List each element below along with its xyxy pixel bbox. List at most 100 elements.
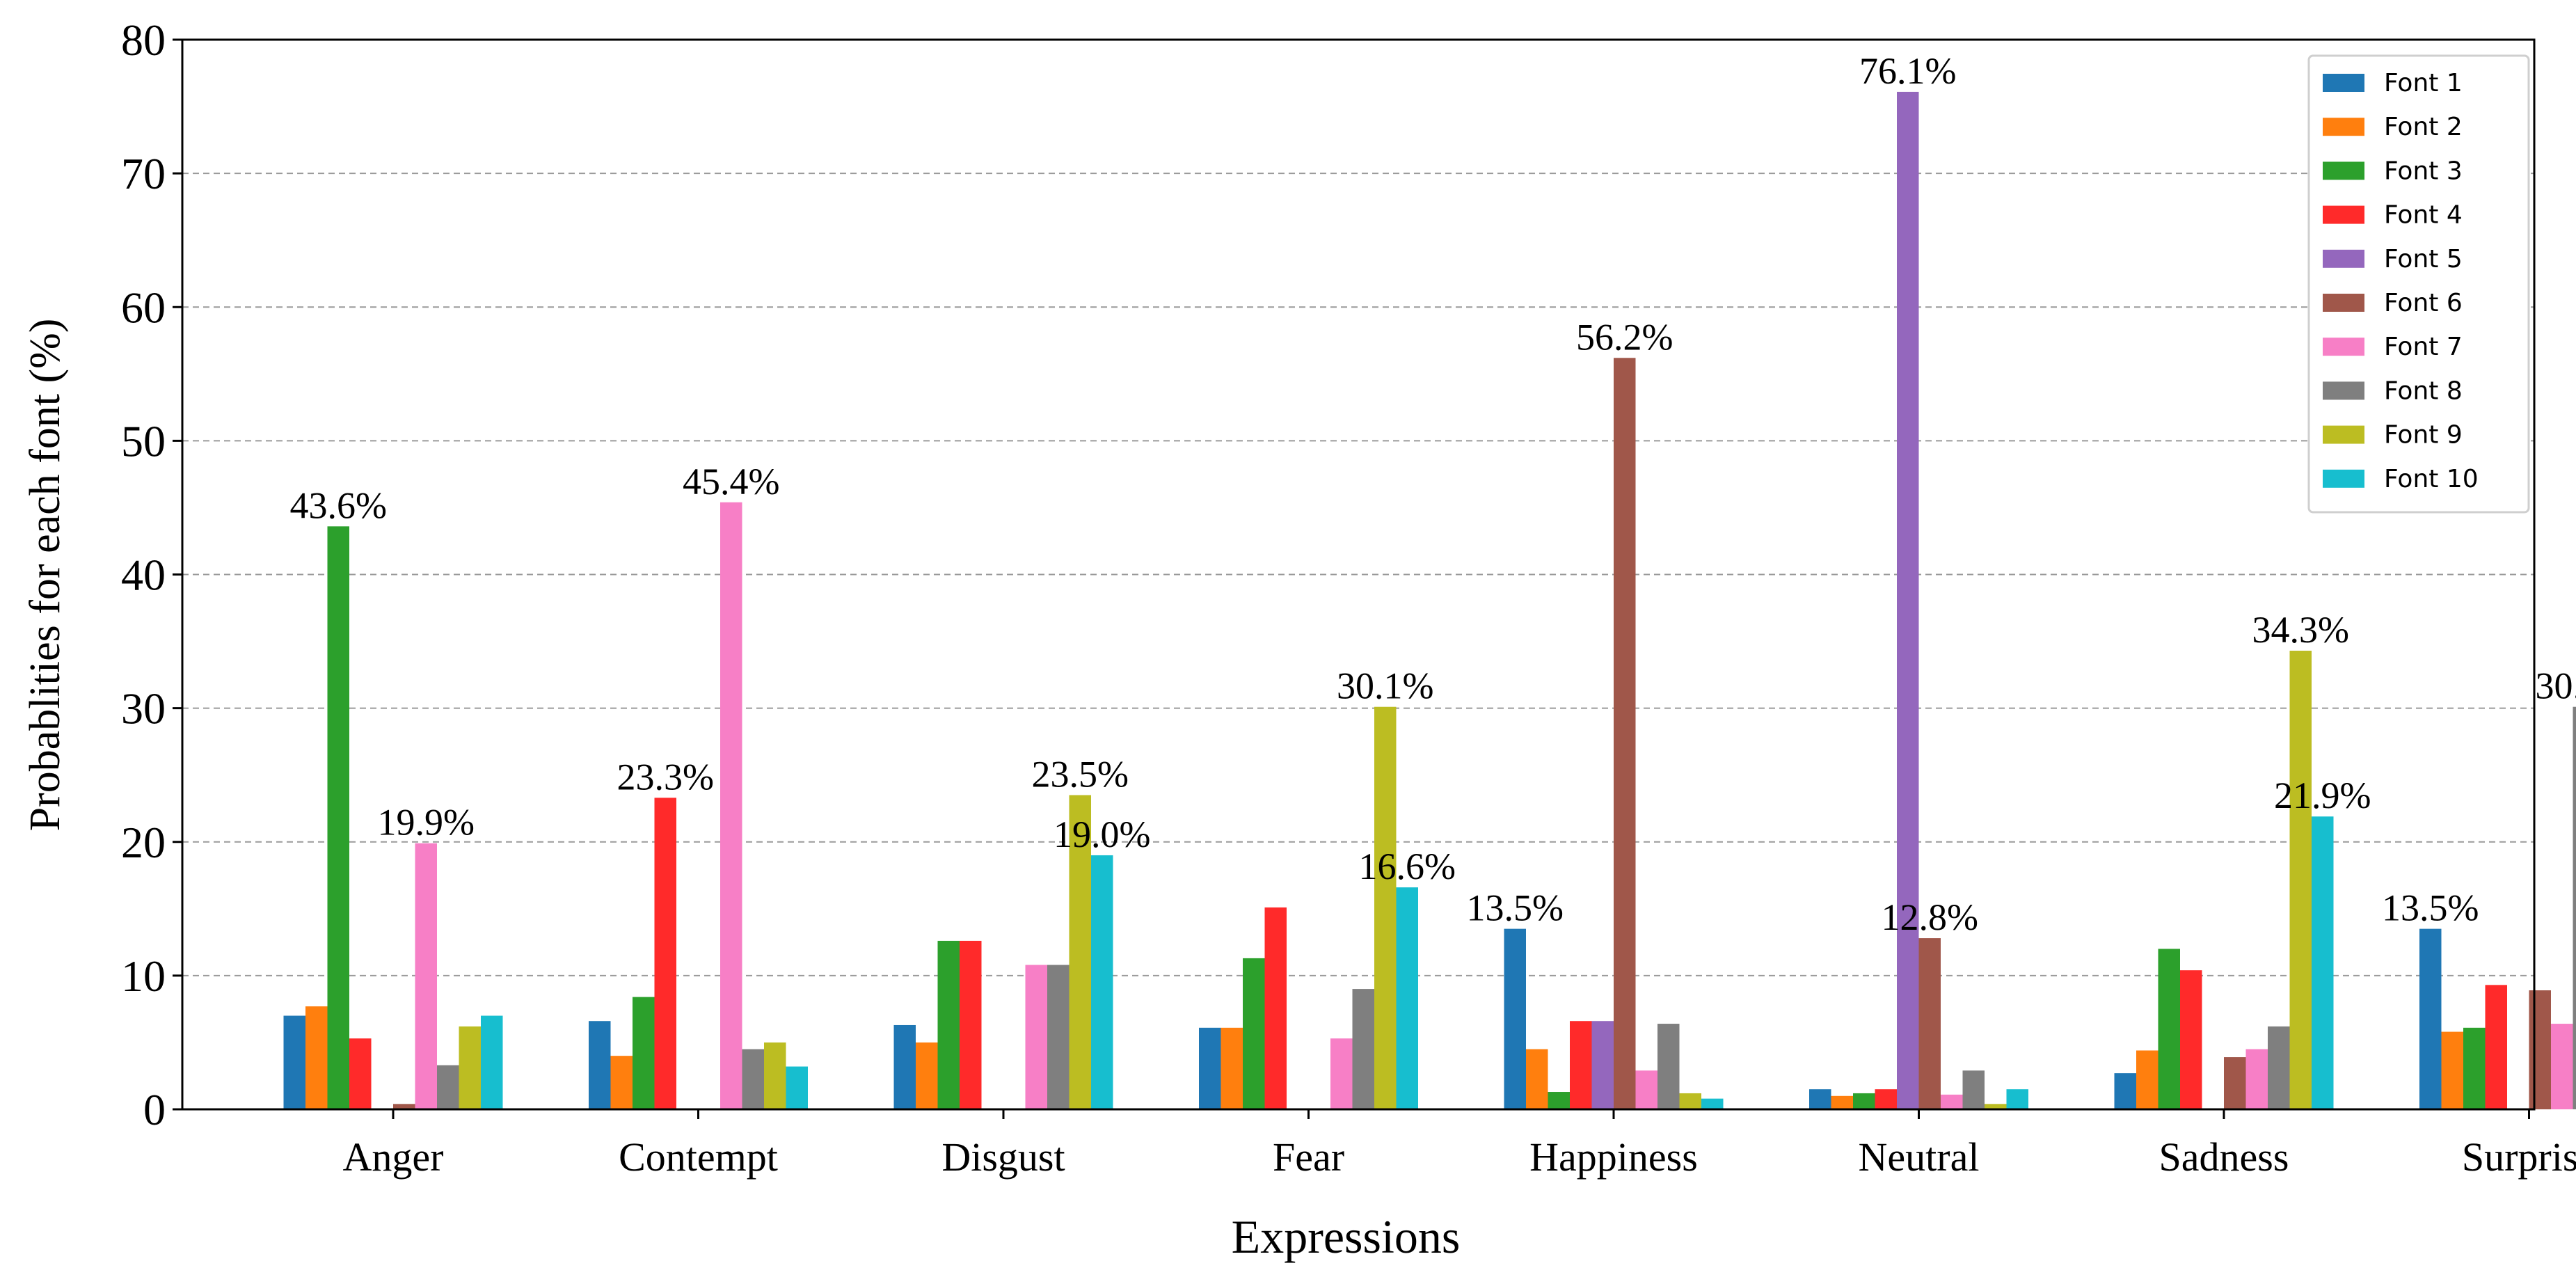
value-label: 45.4%: [683, 461, 779, 502]
bar-anger-font-7: [415, 843, 438, 1109]
legend-swatch: [2323, 161, 2364, 180]
x-tick-label: Surprise: [2462, 1134, 2576, 1180]
bar-disgust-font-1: [894, 1025, 916, 1109]
bar-happiness-font-1: [1504, 929, 1527, 1109]
bar-neutral-font-5: [1897, 92, 1919, 1109]
bar-contempt-font-10: [786, 1067, 809, 1109]
value-label: 56.2%: [1576, 316, 1673, 358]
bar-sadness-font-7: [2246, 1049, 2268, 1109]
y-tick-label: 0: [143, 1085, 166, 1134]
bar-disgust-font-7: [1026, 965, 1048, 1109]
bar-surprise-font-7: [2551, 1024, 2573, 1109]
bar-contempt-font-8: [742, 1049, 765, 1109]
legend-label: Font 8: [2384, 377, 2463, 405]
legend-label: Font 3: [2384, 157, 2463, 185]
value-label: 12.8%: [1882, 896, 1978, 938]
legend-swatch: [2323, 426, 2364, 444]
bar-happiness-font-8: [1657, 1024, 1680, 1109]
bar-fear-font-2: [1221, 1028, 1243, 1109]
bar-fear-font-10: [1397, 887, 1419, 1109]
value-label: 13.5%: [2382, 887, 2479, 929]
value-label: 13.5%: [1467, 887, 1564, 929]
legend-label: Font 2: [2384, 113, 2463, 141]
bar-contempt-font-2: [611, 1056, 633, 1109]
bar-neutral-font-6: [1919, 938, 1941, 1109]
legend-swatch: [2323, 206, 2364, 224]
bar-anger-font-10: [481, 1016, 503, 1109]
legend-label: Font 1: [2384, 69, 2463, 97]
x-tick-label: Neutral: [1859, 1134, 1980, 1180]
bar-disgust-font-4: [960, 941, 982, 1109]
legend-label: Font 4: [2384, 201, 2463, 230]
legend-label: Font 9: [2384, 421, 2463, 450]
bar-neutral-font-8: [1963, 1070, 1985, 1109]
value-label: 23.3%: [617, 756, 714, 798]
bar-happiness-font-3: [1548, 1092, 1571, 1109]
bar-anger-font-8: [437, 1065, 459, 1109]
y-tick-label: 10: [121, 951, 166, 1001]
bar-surprise-font-6: [2529, 990, 2552, 1109]
bar-surprise-font-3: [2463, 1028, 2486, 1109]
bar-fear-font-4: [1265, 907, 1287, 1109]
x-tick-label: Fear: [1273, 1134, 1344, 1180]
y-tick-label: 40: [121, 550, 166, 600]
bar-contempt-font-9: [764, 1043, 786, 1109]
bar-happiness-font-10: [1701, 1099, 1724, 1109]
bar-happiness-font-5: [1592, 1021, 1614, 1109]
x-tick-label: Happiness: [1529, 1134, 1698, 1180]
bar-neutral-font-2: [1831, 1096, 1854, 1109]
bar-neutral-font-4: [1875, 1089, 1898, 1109]
bar-fear-font-1: [1199, 1028, 1221, 1109]
legend-label: Font 6: [2384, 289, 2463, 317]
bar-happiness-font-9: [1680, 1093, 1702, 1109]
bar-sadness-font-10: [2312, 816, 2334, 1109]
bar-anger-font-3: [328, 526, 350, 1109]
bar-sadness-font-6: [2224, 1057, 2246, 1109]
y-tick-label: 50: [121, 416, 166, 466]
bar-anger-font-9: [459, 1027, 482, 1109]
value-label: 34.3%: [2252, 609, 2349, 651]
bar-disgust-font-8: [1047, 965, 1070, 1109]
bar-sadness-font-2: [2136, 1050, 2158, 1109]
value-label: 76.1%: [1859, 50, 1956, 92]
bar-sadness-font-4: [2180, 970, 2202, 1109]
value-label: 43.6%: [290, 484, 387, 526]
x-tick-label: Contempt: [619, 1134, 778, 1180]
bar-fear-font-3: [1243, 958, 1265, 1109]
bar-fear-font-9: [1374, 707, 1397, 1109]
bar-disgust-font-3: [938, 941, 960, 1109]
y-tick-label: 70: [121, 149, 166, 198]
x-tick-label: Disgust: [941, 1134, 1065, 1180]
bar-surprise-font-2: [2442, 1032, 2464, 1109]
x-tick-label: Sadness: [2159, 1134, 2289, 1180]
bar-contempt-font-3: [633, 997, 655, 1109]
legend-swatch: [2323, 470, 2364, 488]
legend-swatch: [2323, 294, 2364, 312]
bar-anger-font-2: [305, 1006, 328, 1109]
bar-disgust-font-10: [1091, 855, 1113, 1109]
bar-sadness-font-9: [2290, 651, 2312, 1109]
bar-surprise-font-8: [2573, 707, 2576, 1109]
bar-sadness-font-1: [2115, 1073, 2137, 1109]
bar-happiness-font-2: [1526, 1049, 1548, 1109]
bar-happiness-font-7: [1636, 1070, 1658, 1109]
y-tick-label: 20: [121, 818, 166, 867]
bar-disgust-font-2: [916, 1043, 938, 1109]
bar-fear-font-7: [1330, 1038, 1353, 1109]
value-label: 30.1%: [1337, 665, 1433, 707]
bar-sadness-font-8: [2268, 1027, 2290, 1109]
value-label: 21.9%: [2274, 775, 2371, 816]
value-label: 19.9%: [378, 802, 475, 843]
value-label: 30.1%: [2536, 665, 2576, 707]
bar-contempt-font-1: [589, 1021, 611, 1109]
legend-label: Font 7: [2384, 333, 2463, 361]
y-tick-label: 30: [121, 684, 166, 734]
value-label: 23.5%: [1032, 754, 1129, 795]
legend-swatch: [2323, 381, 2364, 399]
x-axis-label: Expressions: [1232, 1210, 1461, 1263]
bar-surprise-font-1: [2419, 929, 2442, 1109]
y-tick-label: 60: [121, 283, 166, 332]
legend-label: Font 10: [2384, 465, 2479, 493]
